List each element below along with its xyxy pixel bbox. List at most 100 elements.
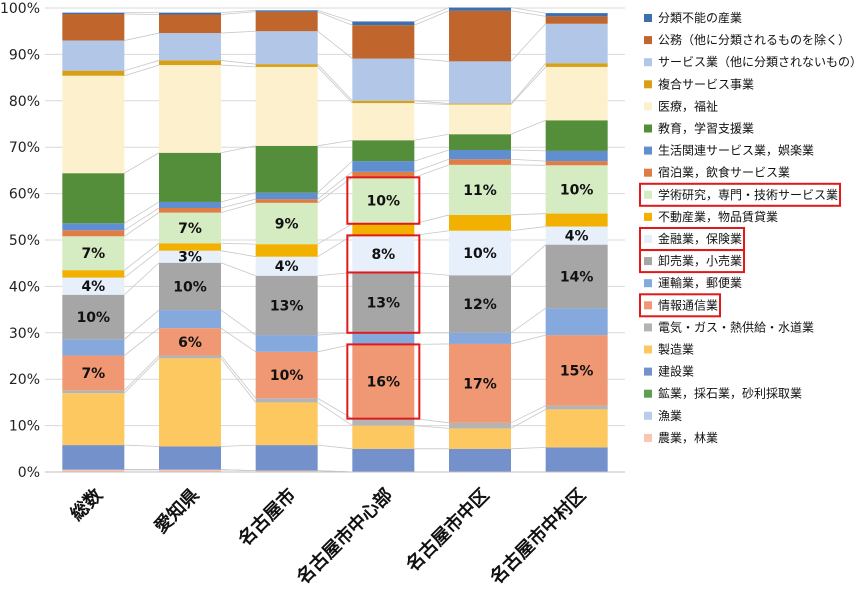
data-label: 13% (270, 298, 304, 314)
x-tick-label: 名古屋市中村区 (486, 484, 591, 589)
series-connector-line (510, 62, 546, 104)
bar-segment (449, 230, 511, 276)
series-connector-line (220, 355, 256, 399)
series-connector-line (124, 262, 160, 296)
series-connector-line (414, 149, 450, 162)
highlight-box (346, 234, 421, 274)
bar-segment (449, 149, 511, 160)
series-connector-line (317, 30, 353, 59)
series-connector-line (220, 469, 256, 472)
bar-segment (255, 402, 318, 446)
bar-segment (62, 75, 125, 174)
series-connector-line (414, 102, 450, 105)
legend-swatch (644, 146, 652, 155)
series-connector-line (220, 262, 256, 277)
data-label: 10% (560, 182, 594, 198)
legend-swatch (644, 80, 652, 89)
data-label: 13% (367, 296, 401, 312)
bar-segment (449, 448, 511, 472)
bar-segment (62, 277, 125, 295)
bar-segment (62, 390, 125, 394)
legend-label: 農業，林業 (658, 431, 718, 445)
series-connector-line (124, 152, 160, 174)
legend-highlight-box (639, 293, 722, 318)
legend-label: 分類不能の産業 (658, 10, 742, 25)
bar-segment (449, 164, 511, 215)
data-label: 6% (178, 335, 202, 351)
series-connector-line (124, 327, 160, 356)
bar-segment (255, 202, 318, 245)
data-label: 10% (463, 246, 497, 262)
bar-segment (159, 310, 221, 329)
bar-segment (255, 351, 318, 399)
series-connector-line (317, 139, 353, 147)
bar-segment (352, 103, 415, 141)
series-connector-line (510, 66, 546, 105)
x-tick-label: 愛知県 (150, 484, 204, 538)
bar-segment (449, 159, 511, 165)
series-connector-line (124, 242, 160, 271)
bar-segment (62, 70, 125, 76)
bar-segment (255, 335, 318, 352)
bar-segment (352, 448, 415, 472)
bar-segment (545, 120, 608, 151)
series-connector-line (220, 444, 256, 447)
bar-segment (62, 294, 125, 340)
bar-segment (62, 14, 125, 41)
series-connector-line (220, 242, 256, 245)
y-tick-label: 30% (9, 326, 40, 342)
bar-segment (352, 177, 415, 224)
bar-segment (62, 355, 125, 391)
data-label: 4% (275, 259, 299, 275)
bar-segment (449, 134, 511, 150)
series-connector-line (414, 10, 450, 26)
bar-segment (159, 446, 221, 470)
bar-segment (62, 236, 125, 271)
series-connector-line (220, 309, 256, 336)
x-tick-label: 名古屋市中心部 (292, 484, 397, 589)
bar-segment (545, 63, 608, 67)
series-connector-line (220, 11, 256, 15)
y-tick-label: 100% (0, 1, 40, 17)
bar-segment (352, 171, 415, 178)
bar-segment (352, 21, 415, 26)
bar-segment (159, 328, 221, 356)
bar-segment (449, 104, 511, 135)
series-connector-line (414, 425, 450, 429)
legend-label: 複合サービス事業 (658, 76, 754, 91)
legend-label: 情報通信業 (658, 298, 718, 312)
bar-segment (159, 355, 221, 359)
legend-highlight-box (639, 182, 842, 207)
data-labels: 7% 6% 10% 16% 17% 15% 10% 10% 13% 13% 12% 14% 4% 3% 4%… (77, 182, 594, 392)
legend-swatch (644, 102, 652, 111)
legend-label: 公務（他に分類されるものを除く） (658, 32, 850, 47)
bar-segment (159, 212, 221, 244)
data-label: 10% (270, 368, 304, 384)
legend-label: 宿泊業，飲食サービス業 (658, 165, 790, 180)
bar-segment (62, 339, 125, 356)
data-label: 8% (371, 247, 395, 263)
bar-segment (545, 23, 608, 64)
legend-swatch (644, 345, 652, 354)
bar-segment (352, 332, 415, 345)
bar-segment (545, 447, 608, 472)
data-label: 7% (178, 221, 202, 237)
series-connector-line (510, 226, 546, 232)
legend-swatch (644, 367, 652, 376)
bar-segment (545, 244, 608, 309)
series-connector-line (220, 192, 256, 203)
series-connector-line (124, 207, 160, 231)
bar-segment (255, 64, 318, 67)
series-connector-line (124, 64, 160, 77)
bar-segment (255, 11, 318, 32)
bar-segment (449, 61, 511, 104)
legend-swatch (644, 124, 652, 133)
data-label: 10% (367, 194, 401, 210)
legend-swatch (644, 279, 652, 288)
bar-segment (352, 235, 415, 273)
bar-segment (255, 145, 318, 193)
series-connector-line (317, 444, 353, 450)
y-tick-label: 10% (9, 419, 40, 435)
legend-label: 医療，福祉 (658, 98, 718, 113)
